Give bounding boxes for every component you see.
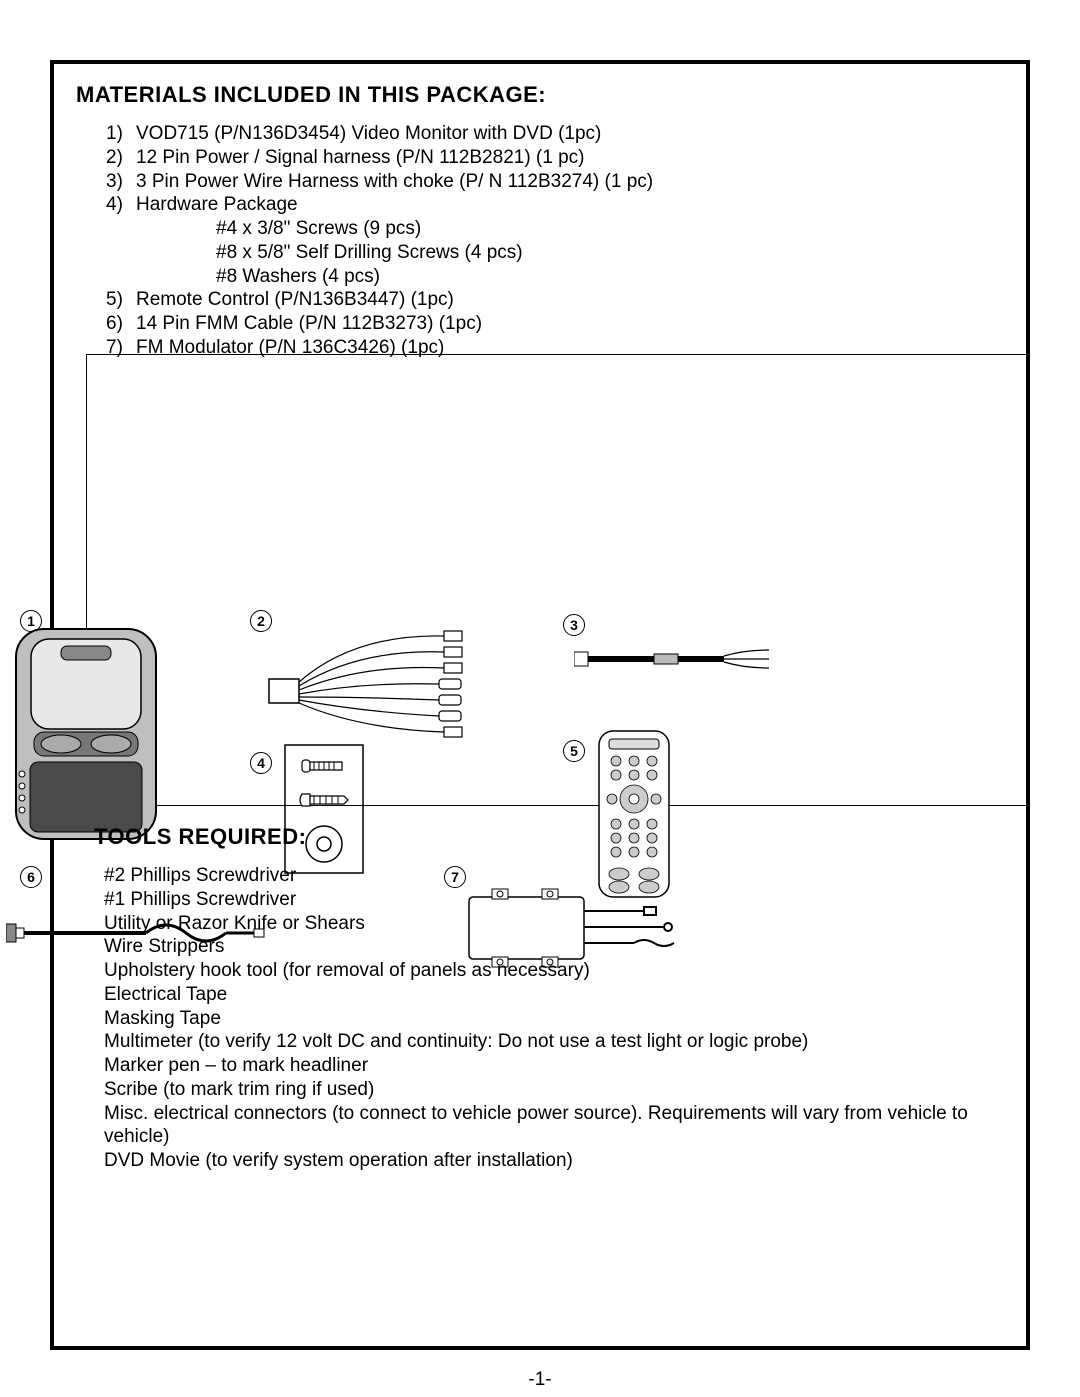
list-item: 4)Hardware Package (106, 193, 1004, 217)
list-item: Marker pen – to mark headliner (104, 1054, 1004, 1078)
list-num: 5) (106, 288, 136, 312)
list-text: 3 Pin Power Wire Harness with choke (P/ … (136, 170, 653, 194)
list-item: DVD Movie (to verify system operation af… (104, 1149, 1004, 1173)
diagram-label-6: 6 (20, 866, 42, 888)
list-text: 12 Pin Power / Signal harness (P/N 112B2… (136, 146, 585, 170)
list-item: 1)VOD715 (P/N136D3454) Video Monitor wit… (106, 122, 1004, 146)
list-num: 3) (106, 170, 136, 194)
illus-harness-12pin (264, 624, 484, 754)
page-number: -1- (0, 1369, 1080, 1391)
list-item: #2 Phillips Screwdriver (104, 864, 1004, 888)
diagram-label-4: 4 (250, 752, 272, 774)
list-subitem: #4 x 3/8" Screws (9 pcs) (216, 217, 1004, 241)
list-num: 6) (106, 312, 136, 336)
list-num: 1) (106, 122, 136, 146)
list-item: Misc. electrical connectors (to connect … (104, 1102, 1004, 1150)
diagram-label-5: 5 (563, 740, 585, 762)
illus-monitor (6, 624, 166, 844)
list-item: Wire Strippers (104, 935, 1004, 959)
list-item: Electrical Tape (104, 983, 1004, 1007)
tools-heading: TOOLS REQUIRED: (94, 824, 306, 850)
list-num: 4) (106, 193, 136, 217)
list-item: Scribe (to mark trim ring if used) (104, 1078, 1004, 1102)
list-item: 6)14 Pin FMM Cable (P/N 112B3273) (1pc) (106, 312, 1004, 336)
materials-heading: MATERIALS INCLUDED IN THIS PACKAGE: (76, 82, 1004, 108)
list-item: Utility or Razor Knife or Shears (104, 912, 1004, 936)
list-text: Remote Control (P/N136B3447) (1pc) (136, 288, 454, 312)
list-subitem: #8 x 5/8" Self Drilling Screws (4 pcs) (216, 241, 1004, 265)
illus-harness-3pin (574, 644, 774, 674)
tools-list: #2 Phillips Screwdriver #1 Phillips Scre… (104, 864, 1004, 1173)
diagram-label-3: 3 (563, 614, 585, 636)
diagram-box (86, 354, 1026, 806)
list-item: Multimeter (to verify 12 volt DC and con… (104, 1030, 1004, 1054)
page: MATERIALS INCLUDED IN THIS PACKAGE: 1)VO… (0, 0, 1080, 1397)
list-text: Hardware Package (136, 193, 298, 217)
list-item: Masking Tape (104, 1007, 1004, 1031)
materials-list: 1)VOD715 (P/N136D3454) Video Monitor wit… (106, 122, 1004, 360)
list-item: 3)3 Pin Power Wire Harness with choke (P… (106, 170, 1004, 194)
list-subitem: #8 Washers (4 pcs) (216, 265, 1004, 289)
list-item: Upholstery hook tool (for removal of pan… (104, 959, 1004, 983)
list-item: #1 Phillips Screwdriver (104, 888, 1004, 912)
list-text: 14 Pin FMM Cable (P/N 112B3273) (1pc) (136, 312, 482, 336)
content-frame: MATERIALS INCLUDED IN THIS PACKAGE: 1)VO… (50, 60, 1030, 1350)
list-item: 2)12 Pin Power / Signal harness (P/N 112… (106, 146, 1004, 170)
list-num: 2) (106, 146, 136, 170)
list-item: 5)Remote Control (P/N136B3447) (1pc) (106, 288, 1004, 312)
illus-hardware (284, 744, 364, 874)
list-text: VOD715 (P/N136D3454) Video Monitor with … (136, 122, 601, 146)
